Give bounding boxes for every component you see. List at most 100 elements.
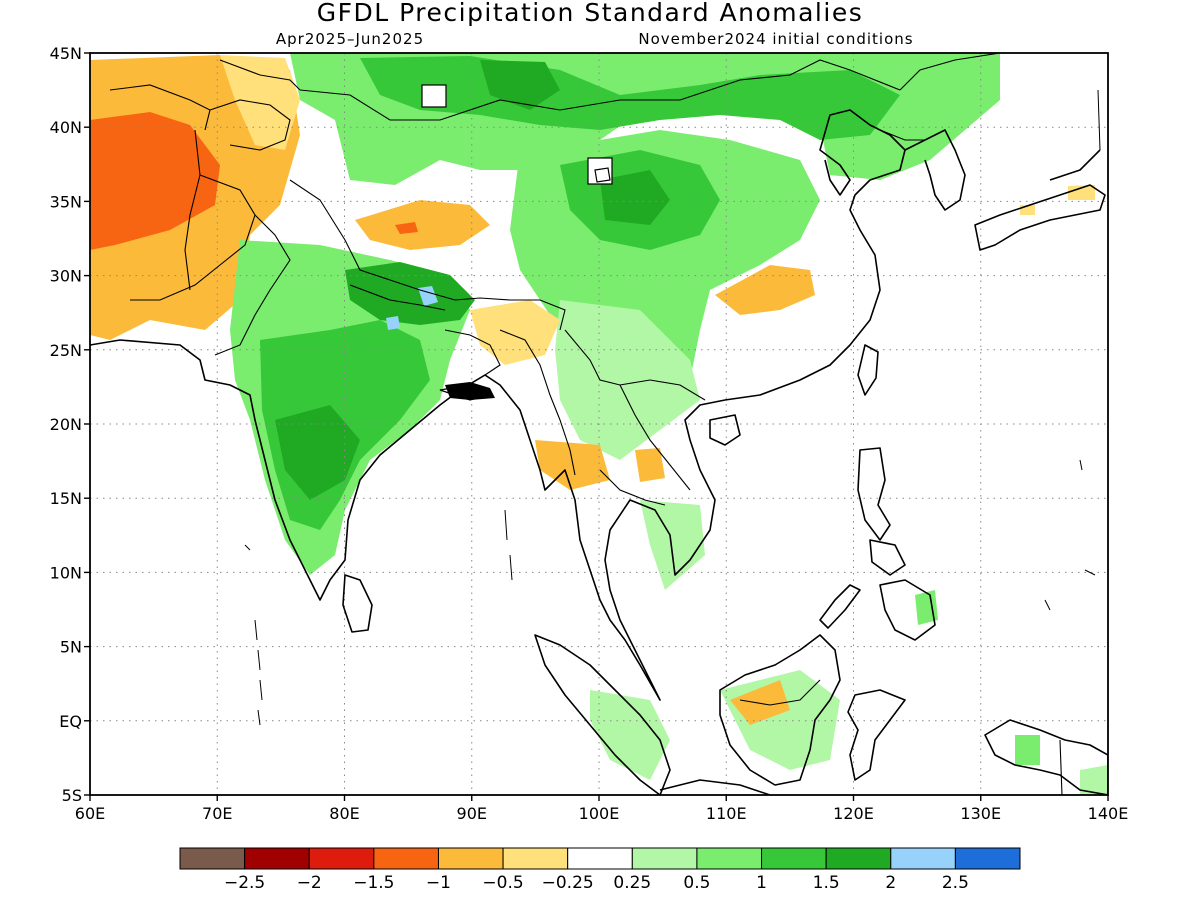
lat-label: 5N <box>60 638 82 657</box>
border-kazakh <box>219 59 301 91</box>
border-china-korea <box>879 129 925 141</box>
coastline-sumatra <box>534 634 671 795</box>
colorbar-label: 1.5 <box>813 873 840 893</box>
colorbar-label: 0.5 <box>683 873 710 893</box>
coastline-palawan <box>819 584 861 629</box>
colorbar-label: −1 <box>426 873 451 893</box>
colorbar-labels: −2.5 −2 −1.5 −1 −0.5 −0.25 0.25 0.5 1 1.5 2 2.5 <box>224 873 969 893</box>
anomaly-se-asia-light <box>555 300 700 460</box>
lake-white-mongolia <box>421 84 447 108</box>
colorbar-label: 0.25 <box>613 873 651 893</box>
colorbar-swatch <box>437 847 504 870</box>
colorbar-swatch <box>502 847 569 870</box>
border-nepal <box>349 284 446 311</box>
coastline-borneo <box>719 634 841 786</box>
colorbar <box>179 847 1021 870</box>
ganges-delta <box>445 382 495 400</box>
colorbar-label: −2.5 <box>224 873 265 893</box>
colorbar-label: 1 <box>756 873 767 893</box>
coastline-sulawesi <box>847 689 906 781</box>
colorbar-swatch <box>179 847 246 870</box>
border-india-china <box>289 179 566 331</box>
lon-label: 110E <box>706 804 747 823</box>
coastline-sri-lanka <box>342 574 373 633</box>
coastline-philippines-mid <box>869 539 906 576</box>
lon-tick-labels: 60E 70E 80E 90E 100E 110E 120E 130E 140E <box>75 804 1129 823</box>
lat-label: 5S <box>62 786 82 805</box>
ganges-delta-fill <box>445 382 495 400</box>
colorbar-swatch <box>373 847 439 870</box>
border-uzbek-turkmen <box>109 84 211 131</box>
coastline-mainland <box>90 109 906 701</box>
lon-label: 120E <box>833 804 874 823</box>
border-china-russia-ne <box>899 53 1001 91</box>
small-islands <box>244 89 1101 726</box>
coastline-hainan <box>709 414 741 446</box>
colorbar-swatch <box>696 847 763 870</box>
lat-label: 10N <box>50 563 82 582</box>
border-bangladesh <box>444 329 501 376</box>
lat-label: 40N <box>50 118 82 137</box>
initial-conditions-label: November2024 initial conditions <box>638 30 913 48</box>
anomaly-india-darkcore <box>275 405 360 500</box>
lat-label: 45N <box>50 44 82 63</box>
period-label: Apr2025–Jun2025 <box>276 30 424 48</box>
border-laos-vietnam <box>619 384 691 491</box>
lon-label: 130E <box>960 804 1001 823</box>
colorbar-swatch <box>954 847 1021 870</box>
border-thailand-cambodia <box>599 469 666 506</box>
lat-label: 15N <box>50 489 82 508</box>
figure-title: GFDL Precipitation Standard Anomalies <box>317 0 863 27</box>
lon-label: 70E <box>202 804 232 823</box>
anomaly-mongolia-darkcore <box>480 60 560 110</box>
coastline-taiwan <box>857 344 879 396</box>
pacific-dots <box>1044 89 1101 611</box>
coastline-korea <box>904 129 966 211</box>
lat-label: EQ <box>59 712 82 731</box>
anomaly-philippines-wet <box>915 590 938 625</box>
coastlines <box>90 109 1108 795</box>
colorbar-label: −2 <box>297 873 322 893</box>
coastline-java <box>659 779 771 795</box>
anomaly-tibet-darkcore <box>600 170 670 225</box>
lat-label: 20N <box>50 415 82 434</box>
andaman-dots <box>504 509 513 581</box>
colorbar-label: −0.5 <box>482 873 523 893</box>
anomaly-borneo-dry <box>730 680 790 725</box>
map-panel <box>90 53 1108 795</box>
anomaly-burma-dry <box>470 300 560 365</box>
border-china-mongolia <box>299 59 901 121</box>
coastline-philippines-mindanao <box>879 579 936 641</box>
maldives-dots <box>254 619 263 726</box>
map-ticks <box>84 52 1109 801</box>
lon-label: 80E <box>329 804 359 823</box>
colorbar-swatch <box>890 847 956 870</box>
lon-label: 90E <box>457 804 487 823</box>
colorbar-label: −0.25 <box>542 873 594 893</box>
colorbar-swatch <box>244 847 310 870</box>
colorbar-label: 2 <box>885 873 896 893</box>
lat-label: 35N <box>50 192 82 211</box>
border-afghan-pak <box>130 174 256 301</box>
anomaly-japan-dry <box>1068 185 1095 200</box>
coastline-new-guinea <box>984 719 1108 795</box>
lon-label: 60E <box>75 804 105 823</box>
border-tajik-kyrgyz <box>209 99 291 151</box>
colorbar-swatch <box>308 847 375 870</box>
country-borders <box>109 53 1063 795</box>
anomaly-nepal-light-blue-2 <box>386 316 400 330</box>
border-myanmar <box>499 329 576 476</box>
anomaly-indochina-dry-2 <box>635 448 665 482</box>
border-borneo-malaysia <box>739 679 821 706</box>
lat-tick-labels: 45N 40N 35N 30N 25N 20N 15N 10N 5N EQ 5S <box>50 44 82 805</box>
anomaly-shading <box>90 53 1108 795</box>
coastline-japan <box>974 149 1106 251</box>
anomaly-tarim-tibet-dry <box>355 200 490 250</box>
lakshadweep-dots <box>244 544 251 551</box>
lat-label: 30N <box>50 267 82 286</box>
border-pak-india <box>214 214 291 356</box>
colorbar-label: −1.5 <box>353 873 394 893</box>
border-iran-afghan <box>184 129 201 291</box>
lon-label: 100E <box>579 804 620 823</box>
